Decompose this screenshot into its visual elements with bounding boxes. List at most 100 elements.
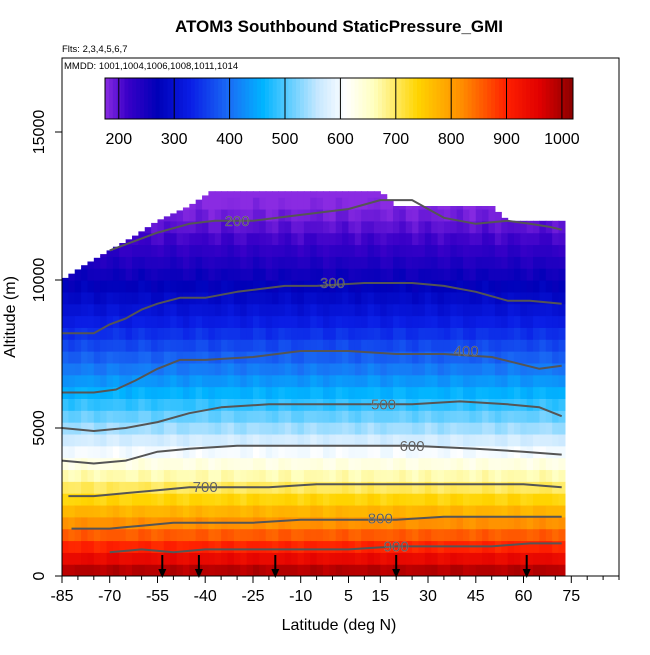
heatmap-cell: [386, 374, 394, 388]
colorbar-strip: [331, 78, 336, 119]
heatmap-cell: [214, 244, 222, 257]
heatmap-cell: [252, 220, 260, 234]
heatmap-cell: [399, 504, 407, 518]
heatmap-cell: [539, 552, 547, 565]
heatmap-cell: [488, 493, 496, 506]
heatmap-cell: [132, 327, 139, 340]
heatmap-cell: [221, 374, 229, 388]
heatmap-cell: [507, 256, 515, 269]
heatmap-cell: [450, 339, 458, 352]
heatmap-cell: [533, 220, 541, 234]
heatmap-cell: [259, 327, 267, 340]
heatmap-cell: [214, 280, 222, 293]
heatmap-cell: [151, 457, 159, 471]
heatmap-cell: [214, 362, 222, 376]
heatmap-cell: [202, 552, 210, 565]
heatmap-cell: [81, 398, 89, 411]
heatmap-cell: [494, 327, 502, 340]
heatmap-cell: [386, 327, 394, 340]
heatmap-cell: [112, 351, 120, 364]
heatmap-cell: [93, 339, 101, 352]
heatmap-cell: [361, 291, 369, 305]
heatmap-cell: [329, 457, 337, 471]
heatmap-cell: [354, 552, 362, 565]
heatmap-cell: [284, 481, 292, 494]
heatmap-cell: [182, 280, 190, 293]
heatmap-cell: [163, 528, 171, 542]
heatmap-cell: [202, 351, 210, 364]
heatmap-cell: [424, 398, 432, 411]
heatmap-cell: [342, 481, 350, 494]
heatmap-cell: [450, 493, 458, 506]
colorbar-tick-label: 400: [216, 131, 243, 148]
heatmap-cell: [240, 528, 248, 542]
heatmap-cell: [354, 339, 362, 352]
heatmap-cell: [157, 362, 165, 376]
heatmap-cell: [233, 191, 241, 198]
heatmap-cell: [87, 374, 95, 388]
heatmap-cell: [533, 516, 541, 530]
heatmap-cell: [322, 303, 330, 317]
heatmap-cell: [342, 445, 350, 459]
colorbar-strip: [171, 78, 176, 119]
contour-line-200: [109, 199, 562, 252]
heatmap-cell: [189, 445, 197, 459]
heatmap-cell: [163, 232, 171, 246]
heatmap-cell: [62, 374, 69, 388]
heatmap-cell: [252, 268, 260, 281]
heatmap-cell: [533, 315, 541, 328]
heatmap-cell: [380, 410, 388, 423]
heatmap-cell: [469, 268, 477, 281]
heatmap-cell: [144, 422, 152, 435]
heatmap-cell: [456, 303, 464, 317]
heatmap-cell: [373, 339, 381, 352]
heatmap-cell: [112, 493, 120, 506]
heatmap-cell: [418, 386, 426, 399]
heatmap-cell: [227, 398, 235, 411]
heatmap-cell: [494, 351, 502, 364]
heatmap-cell: [418, 552, 426, 565]
heatmap-cell: [456, 433, 464, 447]
heatmap-cell: [526, 493, 534, 506]
heatmap-cell: [170, 291, 178, 305]
heatmap-cell: [431, 303, 439, 317]
heatmap-cell: [552, 398, 560, 411]
colorbar-strip: [530, 78, 535, 119]
heatmap-cell: [93, 374, 101, 388]
colorbar-strip: [175, 78, 180, 119]
heatmap-cell: [157, 540, 165, 553]
heatmap-cell: [456, 232, 464, 246]
heatmap-cell: [450, 362, 458, 376]
heatmap-cell: [202, 445, 210, 459]
heatmap-cell: [87, 303, 95, 317]
heatmap-cell: [93, 398, 101, 411]
heatmap-cell: [348, 469, 356, 482]
heatmap-cell: [533, 232, 541, 246]
heatmap-cell: [93, 445, 101, 459]
heatmap-cell: [361, 191, 369, 198]
heatmap-cell: [195, 422, 203, 435]
heatmap-cell: [227, 528, 235, 542]
heatmap-cell: [87, 528, 95, 542]
heatmap-cell: [539, 315, 547, 328]
heatmap-cell: [469, 315, 477, 328]
heatmap-cell: [151, 374, 159, 388]
heatmap-cell: [112, 256, 120, 269]
heatmap-cell: [240, 280, 248, 293]
heatmap-cell: [335, 220, 343, 234]
heatmap-cell: [348, 504, 356, 518]
heatmap-cell: [488, 291, 496, 305]
heatmap-cell: [81, 540, 89, 553]
heatmap-cell: [106, 250, 114, 257]
heatmap-cell: [533, 351, 541, 364]
heatmap-cell: [552, 564, 560, 576]
heatmap-cell: [354, 457, 362, 471]
heatmap-cell: [450, 351, 458, 364]
heatmap-cell: [361, 564, 369, 576]
heatmap-cell: [348, 410, 356, 423]
heatmap-cell: [227, 339, 235, 352]
heatmap-cell: [437, 291, 445, 305]
heatmap-cell: [393, 493, 400, 506]
heatmap-cell: [170, 374, 178, 388]
